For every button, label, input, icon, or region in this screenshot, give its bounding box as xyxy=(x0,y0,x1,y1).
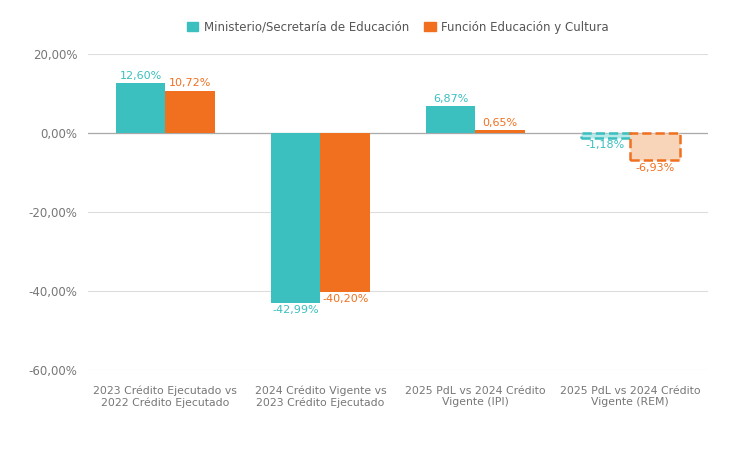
Text: 6,87%: 6,87% xyxy=(433,93,468,104)
Text: -42,99%: -42,99% xyxy=(272,305,319,315)
Bar xyxy=(580,133,630,138)
Bar xyxy=(271,133,320,303)
Bar xyxy=(426,106,475,133)
Bar xyxy=(116,83,166,133)
Bar xyxy=(630,133,680,161)
Legend: Ministerio/Secretaría de Educación, Función Educación y Cultura: Ministerio/Secretaría de Educación, Func… xyxy=(182,16,614,38)
Text: 0,65%: 0,65% xyxy=(483,118,518,128)
Bar xyxy=(166,91,215,133)
Text: -1,18%: -1,18% xyxy=(586,140,625,150)
Text: 10,72%: 10,72% xyxy=(169,78,212,88)
Text: -40,20%: -40,20% xyxy=(322,294,369,304)
Bar xyxy=(320,133,370,292)
Bar xyxy=(475,130,525,133)
Text: -6,93%: -6,93% xyxy=(636,163,675,173)
Text: 12,60%: 12,60% xyxy=(120,71,162,81)
